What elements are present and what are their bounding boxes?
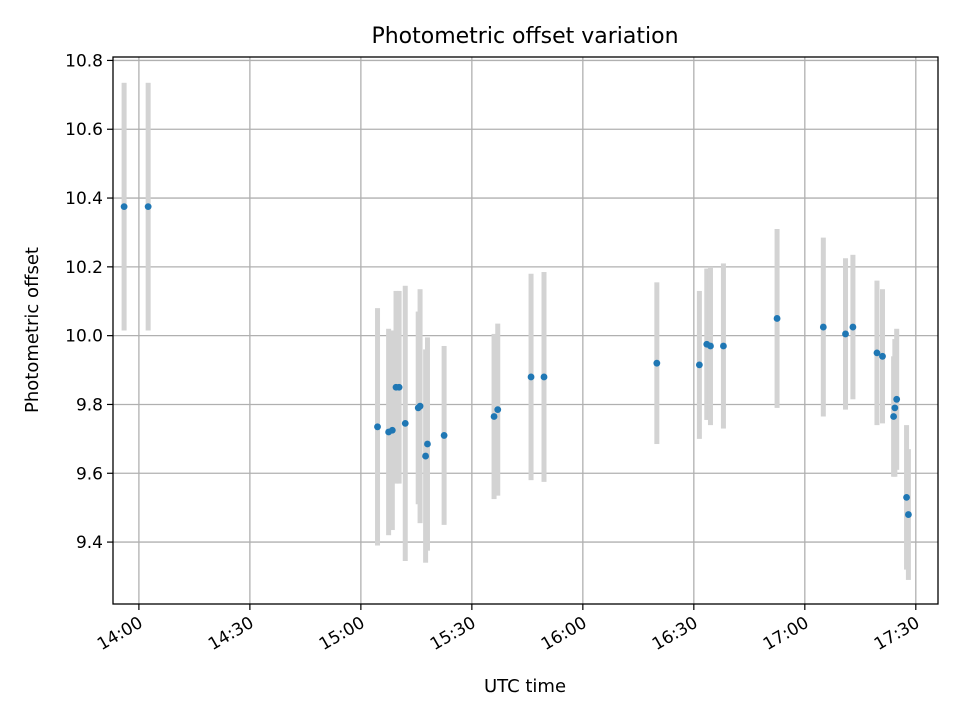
data-point: [395, 383, 403, 391]
data-point: [695, 361, 703, 369]
data-point: [120, 203, 128, 211]
data-point: [873, 349, 881, 357]
data-point: [527, 373, 535, 381]
y-tick-label: 10.6: [65, 120, 103, 140]
data-point: [905, 511, 912, 518]
data-point: [416, 402, 424, 410]
data-point: [494, 406, 502, 414]
data-point: [893, 395, 901, 403]
data-point: [890, 413, 898, 420]
y-tick-label: 10.8: [65, 51, 103, 71]
y-tick-label: 10.4: [65, 189, 103, 209]
data-point: [424, 440, 431, 448]
data-point: [540, 373, 548, 381]
y-tick-label: 10.0: [65, 327, 103, 347]
data-point: [401, 419, 409, 427]
x-tick-label: 15:30: [427, 613, 479, 655]
plot-frame: [112, 56, 939, 605]
data-point: [720, 342, 727, 350]
x-axis-label: UTC time: [484, 676, 566, 697]
data-point: [422, 452, 430, 460]
data-point: [849, 323, 857, 331]
grid: [113, 57, 938, 604]
x-tick-label: 16:00: [538, 613, 590, 655]
x-tick-label: 16:30: [649, 613, 701, 655]
y-tick-label: 9.6: [76, 464, 103, 484]
data-point: [653, 359, 661, 367]
data-point: [842, 330, 849, 338]
data-point: [374, 423, 381, 431]
data-point: [388, 426, 396, 434]
x-tick-label: 17:30: [871, 613, 923, 655]
x-tick-label: 17:00: [760, 613, 812, 655]
y-axis-label: Photometric offset: [22, 247, 43, 413]
y-tick-label: 9.8: [76, 395, 103, 415]
data-point: [879, 352, 886, 360]
chart-title: Photometric offset variation: [371, 24, 678, 49]
ticks: 14:00 14:30 15:00 15:30 16:00 16:30 17:00 17:30…: [65, 51, 923, 654]
x-tick-label: 15:00: [316, 613, 368, 655]
data-point: [891, 404, 899, 412]
data-point: [490, 413, 498, 420]
x-tick-label: 14:00: [94, 613, 146, 655]
data-point: [440, 432, 448, 439]
y-tick-label: 10.2: [65, 258, 103, 278]
data-point: [903, 493, 910, 501]
data-point: [144, 203, 152, 211]
y-tick-label: 9.4: [76, 533, 103, 553]
data-points: [120, 203, 912, 518]
data-point: [773, 315, 781, 322]
x-tick-label: 14:30: [205, 613, 257, 655]
data-point: [707, 342, 714, 350]
error-bars: [121, 82, 911, 580]
data-point: [819, 323, 827, 331]
